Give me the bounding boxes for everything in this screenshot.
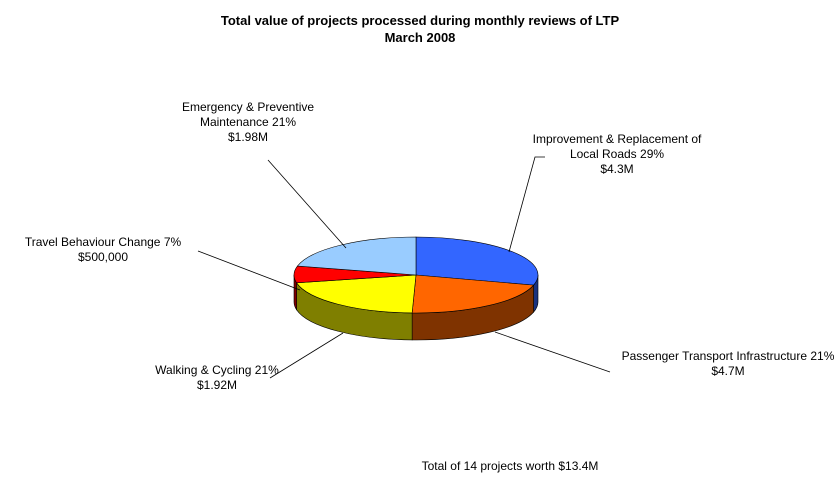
percent-label: 21%: [810, 349, 835, 363]
leader-line: [267, 159, 347, 249]
leader-line: [494, 331, 611, 373]
slice-label: Improvement & Replacement of Local Roads…: [522, 132, 712, 177]
amount-label: $4.3M: [600, 162, 634, 176]
slice: [415, 236, 539, 286]
percent-label: 21%: [272, 115, 297, 129]
chart-subtitle: March 2008: [384, 30, 456, 45]
category-name: Passenger Transport Infrastructure: [621, 349, 808, 363]
slice: [411, 274, 535, 314]
percent-label: 29%: [640, 147, 665, 161]
category-name: Walking & Cycling: [155, 363, 252, 377]
slice-label: Walking & Cycling 21% $1.92M: [147, 363, 287, 393]
leader-line: [269, 332, 344, 379]
slice-label: Emergency & Preventive Maintenance 21% $1…: [173, 100, 323, 145]
amount-label: $4.7M: [711, 364, 745, 378]
percent-label: 21%: [254, 363, 279, 377]
annotation: Total of 14 projects worth $13.4M: [421, 459, 599, 473]
title-block: Total value of projects processed during…: [221, 12, 619, 46]
category-name: Travel Behaviour Change: [24, 235, 161, 249]
percent-label: 7%: [163, 235, 182, 249]
amount-label: $1.98M: [227, 130, 269, 144]
leader-line: [197, 250, 301, 291]
amount-label: $1.92M: [196, 378, 238, 392]
amount-label: $500,000: [77, 250, 129, 264]
category-name: Emergency & Preventive Maintenance: [181, 100, 315, 129]
slice-label: Passenger Transport Infrastructure 21% $4…: [618, 349, 838, 379]
slice-label: Travel Behaviour Change 7% $500,000: [3, 235, 203, 265]
leader-line: [508, 156, 545, 253]
slice: [296, 274, 417, 314]
chart-title: Total value of projects processed during…: [220, 13, 620, 28]
category-name: Improvement & Replacement of Local Roads: [532, 132, 702, 161]
slice: [296, 236, 417, 276]
